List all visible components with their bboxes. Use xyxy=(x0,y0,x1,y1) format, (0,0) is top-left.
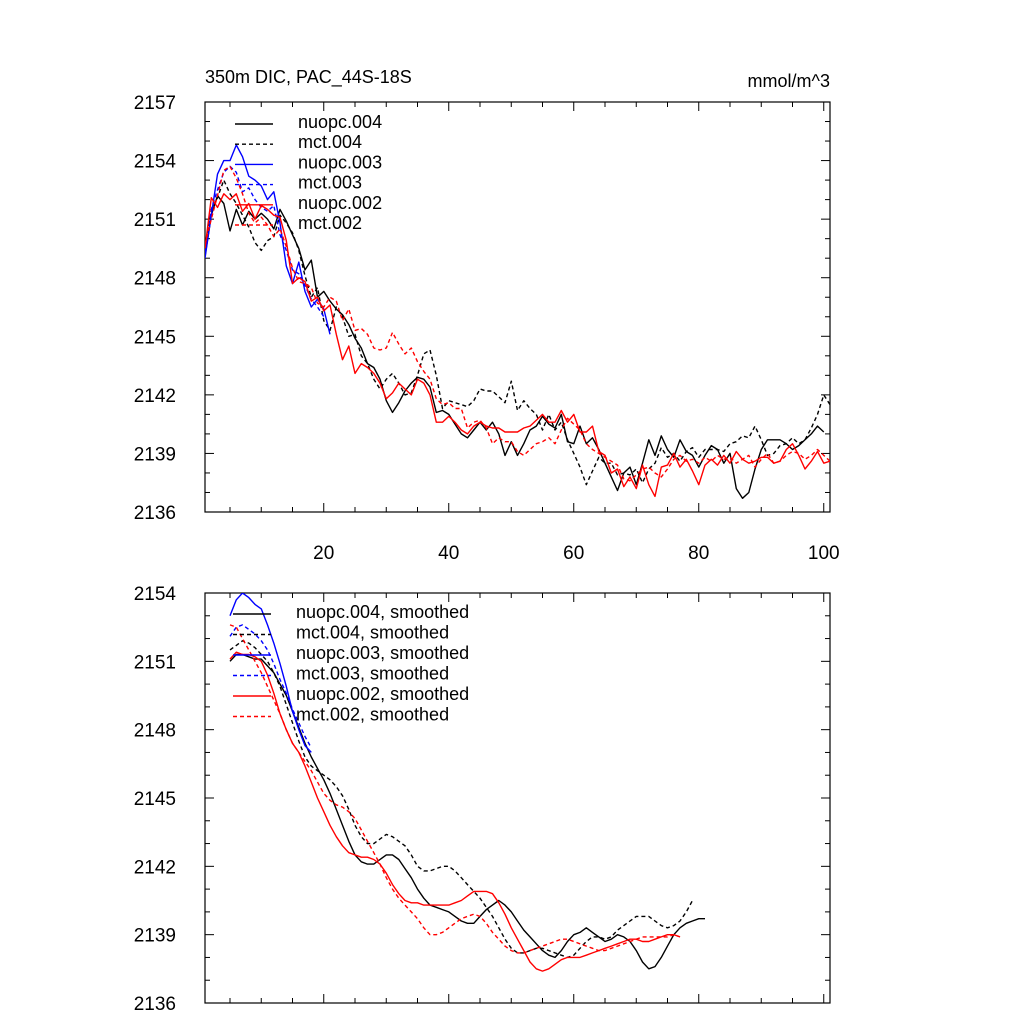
plot-frame xyxy=(204,101,831,513)
y-tick-label: 2139 xyxy=(134,926,176,947)
legend-label: nuopc.002, smoothed xyxy=(296,684,469,704)
y-tick-label: 2151 xyxy=(134,652,176,673)
legend-label: mct.002, smoothed xyxy=(296,705,449,725)
legend-label: mct.003 xyxy=(298,173,362,193)
legend-label: mct.002 xyxy=(298,213,362,233)
y-tick-label: 2151 xyxy=(134,210,176,231)
x-tick-label: 40 xyxy=(438,543,459,564)
series-line xyxy=(229,624,681,954)
legend-label: nuopc.003 xyxy=(298,152,382,172)
series-line xyxy=(205,165,325,318)
series-line xyxy=(205,194,825,499)
x-tick-label: 20 xyxy=(313,543,334,564)
y-tick-label: 2148 xyxy=(134,721,176,742)
panel-bottom: 2136 2139 2142 2145 2148 2151 2154 nuopc.004, s… xyxy=(134,584,831,1015)
y-tick-label: 2139 xyxy=(134,444,176,465)
legend-label: mct.003, smoothed xyxy=(296,664,449,684)
y-tick-label: 2142 xyxy=(134,857,176,878)
chart-units: mmol/m^3 xyxy=(748,71,830,91)
series-line xyxy=(229,651,681,972)
y-tick-label: 2154 xyxy=(134,152,177,173)
legend-label: nuopc.004, smoothed xyxy=(296,602,469,622)
legend-label: nuopc.002 xyxy=(298,193,382,213)
series-line xyxy=(205,165,830,482)
y-tick-label: 2145 xyxy=(134,327,176,348)
y-tick-label: 2136 xyxy=(134,503,176,524)
series-group xyxy=(205,144,830,499)
y-tick-label: 2157 xyxy=(134,93,176,114)
legend-label: mct.004, smoothed xyxy=(296,623,449,643)
y-tick-label: 2142 xyxy=(134,386,176,407)
series-line xyxy=(229,640,694,959)
legend-label: mct.004 xyxy=(298,132,362,152)
chart-title: 350m DIC, PAC_44S-18S xyxy=(205,67,412,88)
series-line xyxy=(229,653,705,970)
series-line xyxy=(205,144,331,335)
x-tick-label: 100 xyxy=(808,543,840,564)
legend-label: nuopc.003, smoothed xyxy=(296,643,469,663)
y-tick-label: 2145 xyxy=(134,789,176,810)
x-tick-label: 60 xyxy=(563,543,584,564)
panel-top: 20 40 60 80 100 2136 2139 2142 2145 2148 2151 2154 2… xyxy=(134,67,840,564)
y-tick-label: 2148 xyxy=(134,269,176,290)
y-tick-label: 2154 xyxy=(134,584,177,605)
x-tick-label: 80 xyxy=(688,543,709,564)
legend-label: nuopc.004 xyxy=(298,112,382,132)
y-tick-label: 2136 xyxy=(134,994,176,1015)
